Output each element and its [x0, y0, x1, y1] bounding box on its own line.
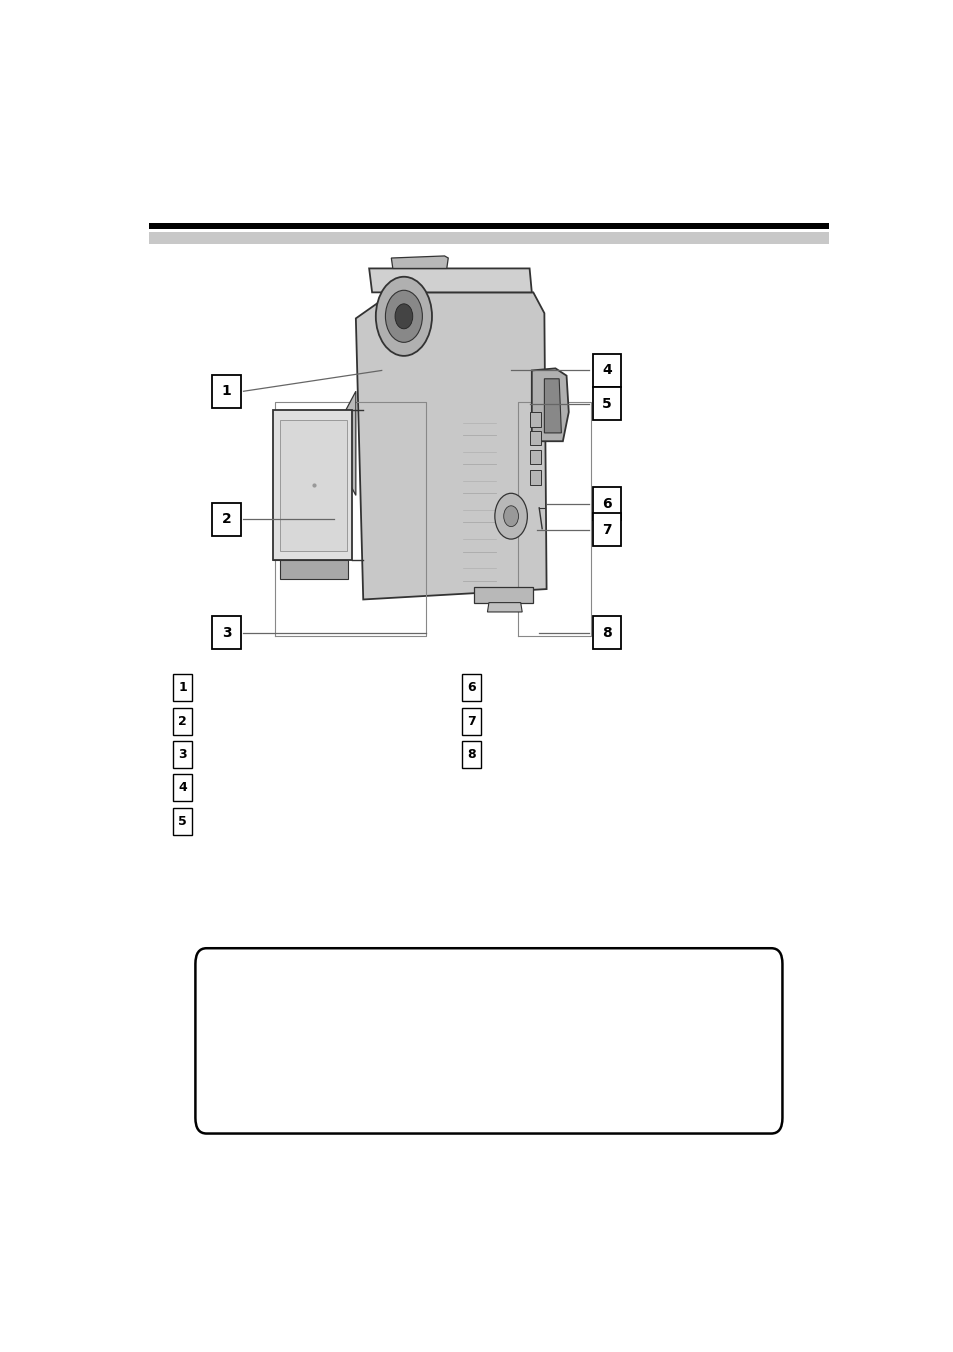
Polygon shape — [487, 603, 521, 612]
Bar — [593, 512, 620, 546]
Circle shape — [375, 277, 432, 356]
Bar — [213, 503, 240, 535]
Polygon shape — [280, 420, 347, 550]
Text: 7: 7 — [601, 523, 612, 537]
Bar — [173, 707, 193, 735]
Text: 5: 5 — [601, 396, 612, 411]
Bar — [593, 617, 620, 649]
Bar — [593, 387, 620, 420]
Bar — [529, 450, 540, 464]
Bar — [529, 470, 540, 485]
Polygon shape — [531, 368, 568, 441]
Text: 4: 4 — [601, 364, 612, 377]
Polygon shape — [341, 391, 355, 495]
Bar — [173, 741, 193, 768]
Bar — [461, 707, 480, 735]
Text: 1: 1 — [221, 384, 231, 399]
Polygon shape — [273, 425, 280, 560]
Bar — [593, 354, 620, 387]
Bar — [593, 487, 620, 521]
Text: 8: 8 — [466, 748, 475, 761]
Bar — [173, 675, 193, 702]
Circle shape — [495, 493, 527, 539]
Bar — [213, 375, 240, 408]
Text: 2: 2 — [178, 715, 187, 727]
Bar — [213, 617, 240, 649]
FancyBboxPatch shape — [195, 948, 781, 1133]
Polygon shape — [355, 292, 546, 599]
Polygon shape — [369, 269, 531, 292]
Polygon shape — [273, 410, 352, 560]
Text: 6: 6 — [601, 496, 612, 511]
Polygon shape — [544, 379, 560, 433]
Text: 7: 7 — [466, 715, 475, 727]
Bar — [173, 807, 193, 834]
Bar — [149, 233, 828, 245]
Polygon shape — [474, 587, 533, 603]
Circle shape — [503, 506, 518, 527]
Bar — [149, 223, 828, 230]
Text: 3: 3 — [178, 748, 187, 761]
Polygon shape — [280, 560, 348, 579]
Bar — [529, 412, 540, 427]
Bar — [461, 675, 480, 702]
Bar — [173, 775, 193, 802]
Text: 2: 2 — [221, 512, 231, 526]
Bar — [461, 741, 480, 768]
Bar — [529, 431, 540, 445]
Text: 6: 6 — [466, 681, 475, 695]
Text: 5: 5 — [178, 815, 187, 827]
Circle shape — [395, 304, 413, 329]
Text: 4: 4 — [178, 781, 187, 795]
Text: 8: 8 — [601, 626, 612, 639]
Text: 1: 1 — [178, 681, 187, 695]
Polygon shape — [391, 256, 448, 269]
Text: 3: 3 — [221, 626, 231, 639]
Circle shape — [385, 291, 422, 342]
